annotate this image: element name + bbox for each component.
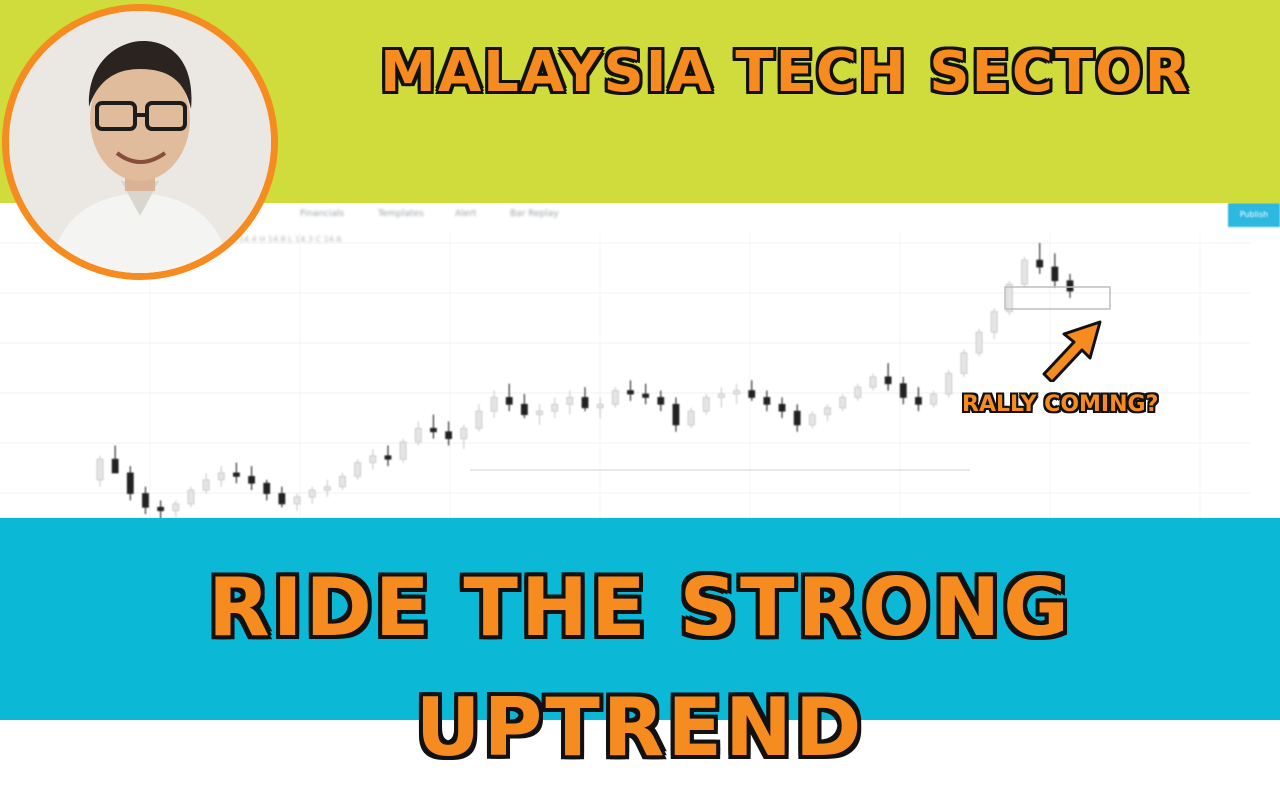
candle xyxy=(490,397,498,412)
candle xyxy=(96,458,104,481)
candle xyxy=(233,472,240,477)
candle xyxy=(308,489,316,498)
candle xyxy=(611,390,619,405)
candle xyxy=(460,427,468,440)
candle xyxy=(824,407,831,416)
bottom-banner xyxy=(0,518,1280,720)
candle xyxy=(960,352,968,374)
candle xyxy=(475,410,483,429)
candle xyxy=(793,410,801,426)
up-right-arrow-icon xyxy=(1042,320,1102,382)
candle xyxy=(915,397,922,405)
candle xyxy=(142,493,149,508)
candle xyxy=(278,493,286,505)
candle xyxy=(657,397,665,405)
candle xyxy=(899,383,907,398)
candle xyxy=(1051,266,1059,282)
candle xyxy=(536,410,543,416)
candle xyxy=(1066,280,1074,292)
candle xyxy=(1005,283,1013,313)
candle xyxy=(748,390,756,398)
candle xyxy=(1036,259,1044,268)
candle xyxy=(293,496,301,505)
candle xyxy=(1021,259,1028,285)
ohlc-readout: O 14.4 H 14.8 L 14.3 C 14.6 xyxy=(230,235,342,244)
candle xyxy=(596,403,604,409)
toolbar-item-financials[interactable]: Financials xyxy=(300,209,345,219)
candle xyxy=(808,414,816,426)
candle xyxy=(126,472,134,494)
candle xyxy=(869,376,877,388)
candle xyxy=(217,472,225,481)
toolbar-item-alert[interactable]: Alert xyxy=(455,209,477,219)
toolbar-item-templates[interactable]: Templates xyxy=(378,209,424,219)
candle xyxy=(187,489,195,505)
candle xyxy=(839,397,847,409)
candle xyxy=(763,397,771,405)
candle xyxy=(323,486,331,491)
candle xyxy=(733,390,740,395)
candle xyxy=(384,455,392,460)
chart-toolbar: Financials Templates Alert Bar Replay Pu… xyxy=(0,203,1280,227)
candle xyxy=(566,397,574,405)
toolbar-item-bar-replay[interactable]: Bar Replay xyxy=(510,209,559,219)
candle xyxy=(520,403,528,416)
candle xyxy=(581,397,589,409)
candle xyxy=(248,475,255,484)
avatar xyxy=(2,4,278,280)
candle xyxy=(778,403,786,412)
candle xyxy=(718,393,725,398)
rally-callout: RALLY COMING? xyxy=(962,392,1159,417)
candle xyxy=(702,397,710,412)
candle xyxy=(445,431,452,440)
tagline: RIDE THE STRONG UPTREND xyxy=(208,561,1072,774)
candle xyxy=(884,376,892,385)
target-box xyxy=(1004,286,1111,310)
candle xyxy=(551,403,559,412)
candle xyxy=(263,482,271,494)
candle xyxy=(854,386,862,398)
candle xyxy=(945,373,953,395)
candle xyxy=(975,331,983,354)
candle xyxy=(111,458,119,474)
candle xyxy=(990,311,998,333)
candle xyxy=(414,427,422,443)
candle xyxy=(202,479,210,491)
candle xyxy=(354,462,362,477)
presenter-portrait xyxy=(9,11,271,273)
candle xyxy=(930,393,937,405)
candle xyxy=(172,503,180,512)
candle xyxy=(672,403,680,426)
candle xyxy=(157,506,165,512)
candles xyxy=(96,243,1074,518)
headline: MALAYSIA TECH SECTOR xyxy=(380,40,1190,105)
candle xyxy=(505,397,513,405)
candle xyxy=(642,393,650,398)
candle xyxy=(687,410,695,426)
publish-button[interactable]: Publish xyxy=(1228,203,1280,227)
candle xyxy=(627,390,634,395)
candle xyxy=(430,427,437,433)
candle xyxy=(399,441,407,460)
candle xyxy=(339,475,346,488)
candle xyxy=(369,455,377,464)
